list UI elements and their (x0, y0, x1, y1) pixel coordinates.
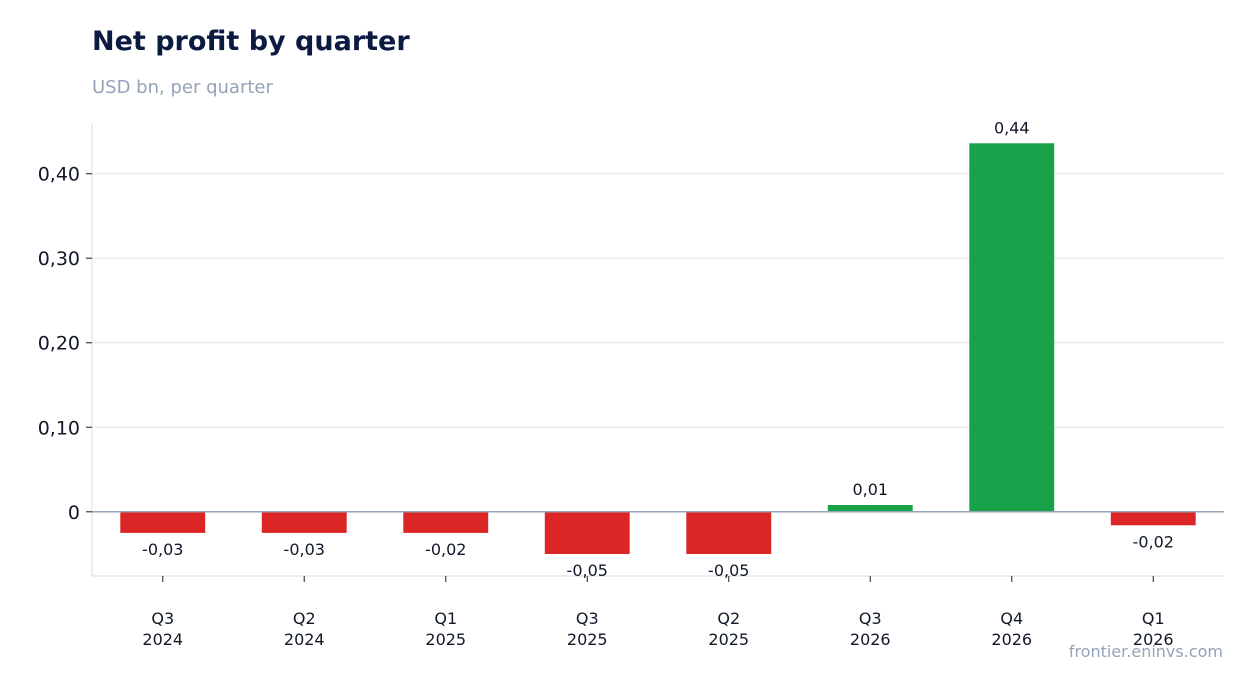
x-tick-label: 2026 (850, 630, 891, 649)
x-tick-label: Q1 (434, 609, 457, 628)
y-tick-labels: 0 0,10 0,20 0,30 0,40 (38, 164, 80, 524)
data-label: -0,05 (708, 561, 749, 580)
data-label: -0,02 (1133, 532, 1174, 551)
x-tick-label: 2026 (1133, 630, 1174, 649)
chart-title: Net profit by quarter (92, 26, 410, 57)
y-tick-label: 0 (68, 502, 80, 524)
data-label: -0,02 (425, 540, 466, 559)
x-tick-label: Q1 (1142, 609, 1165, 628)
bar (1110, 511, 1196, 526)
data-label: -0,03 (284, 540, 325, 559)
bar (403, 511, 489, 533)
x-tick-label: 2025 (708, 630, 749, 649)
bar (969, 143, 1055, 512)
bar (261, 511, 347, 533)
x-tick-label: 2026 (991, 630, 1032, 649)
x-tick-label: Q3 (151, 609, 174, 628)
chart-subtitle: USD bn, per quarter (92, 77, 273, 98)
x-tick-label: 2024 (284, 630, 325, 649)
y-tick-label: 0,30 (38, 248, 80, 270)
y-tick-label: 0,20 (38, 333, 80, 355)
x-tick-label: Q2 (293, 609, 316, 628)
bar (827, 505, 913, 512)
source-credit: frontier.eninvs.com (1068, 642, 1223, 661)
bar (686, 511, 772, 555)
x-tick-label: 2024 (142, 630, 183, 649)
bar (544, 511, 630, 555)
y-tick-label: 0,40 (38, 164, 80, 186)
x-tick-label: 2025 (425, 630, 466, 649)
y-tick-label: 0,10 (38, 417, 80, 439)
x-tick-labels: Q3 2024 Q2 2024 Q1 2025 Q3 2025 Q2 2025 Q3 2026 Q4 20… (142, 609, 1173, 649)
x-tick-label: Q2 (717, 609, 740, 628)
data-label: 0,01 (852, 480, 888, 499)
x-tick-label: Q3 (576, 609, 599, 628)
x-tick-label: Q3 (859, 609, 882, 628)
data-label: -0,03 (142, 540, 183, 559)
data-label: 0,44 (994, 118, 1030, 137)
data-label: -0,05 (567, 561, 608, 580)
data-labels: -0,03 -0,03 -0,02 -0,05 -0,05 0,01 0,44 -0,02 (142, 118, 1174, 580)
bar (120, 511, 206, 533)
x-tick-label: Q4 (1000, 609, 1023, 628)
x-tick-label: 2025 (567, 630, 608, 649)
bars (120, 143, 1196, 555)
axes (86, 123, 1224, 582)
